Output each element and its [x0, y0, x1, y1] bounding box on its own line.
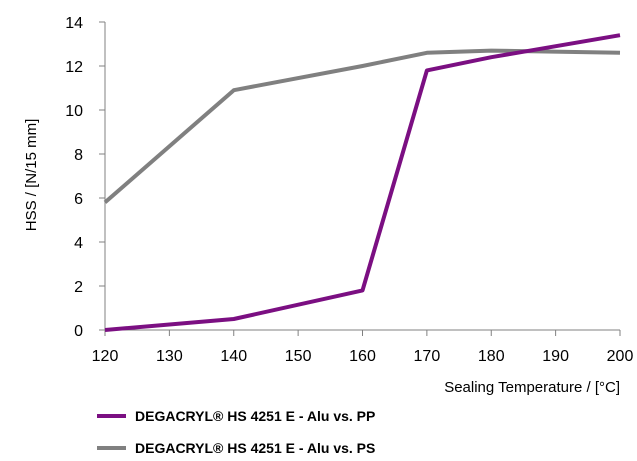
x-axis-title: Sealing Temperature / [°C]	[444, 379, 620, 396]
x-tick-label: 180	[478, 348, 505, 365]
series-line-1	[103, 48, 621, 204]
legend-item-ps: DEGACRYL® HS 4251 E - Alu vs. PS	[97, 440, 375, 456]
x-axis: 120 130 140 150 160 170 180 190 200	[92, 329, 634, 365]
y-axis-title: HSS / [N/15 mm]	[23, 119, 40, 232]
y-tick-label: 10	[65, 103, 83, 120]
legend-label-ps: DEGACRYL® HS 4251 E - Alu vs. PS	[135, 440, 375, 456]
x-tick-label: 140	[220, 348, 247, 365]
x-tick-label: 170	[414, 348, 441, 365]
x-tick-label: 130	[156, 348, 183, 365]
y-tick-label: 8	[74, 147, 83, 164]
x-tick-label: 160	[349, 348, 376, 365]
x-tick-label: 150	[285, 348, 312, 365]
y-tick-label: 14	[65, 15, 83, 32]
y-tick-label: 2	[74, 279, 83, 296]
x-tick-label: 200	[607, 348, 634, 365]
x-tick-label: 120	[92, 348, 119, 365]
y-tick-label: 6	[74, 191, 83, 208]
y-axis: 0 2 4 6 8 10 12 14	[65, 15, 106, 340]
y-tick-label: 0	[74, 323, 83, 340]
y-tick-label: 4	[74, 235, 83, 252]
legend-label-pp: DEGACRYL® HS 4251 E - Alu vs. PP	[135, 408, 375, 424]
legend-item-pp: DEGACRYL® HS 4251 E - Alu vs. PP	[97, 408, 375, 424]
series-lines	[103, 33, 621, 332]
y-tick-label: 12	[65, 59, 83, 76]
legend: DEGACRYL® HS 4251 E - Alu vs. PP DEGACRY…	[97, 408, 375, 456]
x-tick-label: 190	[542, 348, 569, 365]
series-line-0	[104, 33, 621, 332]
